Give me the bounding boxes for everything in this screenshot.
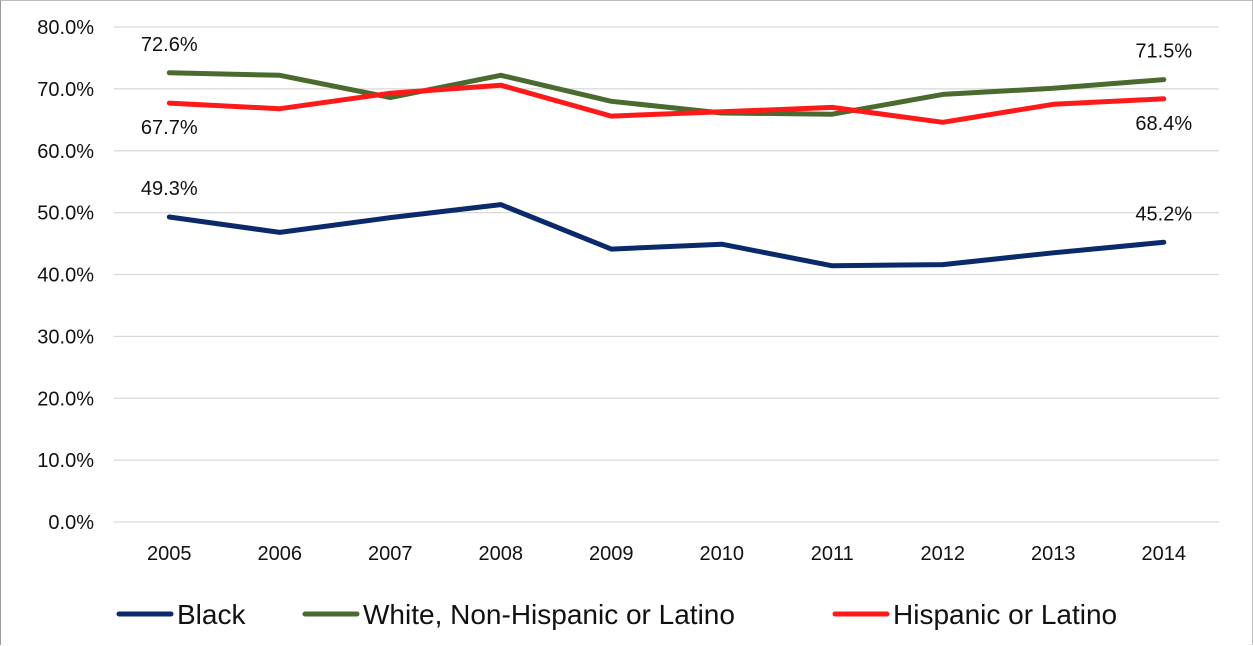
- x-tick-label: 2007: [368, 543, 413, 565]
- x-tick-label: 2012: [921, 543, 966, 565]
- data-point: [609, 114, 614, 119]
- data-point: [609, 99, 614, 104]
- x-tick-label: 2014: [1142, 543, 1187, 565]
- data-point: [388, 91, 393, 96]
- y-tick-label: 10.0%: [37, 450, 94, 472]
- data-point: [1161, 240, 1166, 245]
- series-line-2: [166, 70, 1167, 117]
- data-point: [940, 92, 945, 97]
- data-point: [830, 263, 835, 268]
- data-point: [719, 109, 724, 114]
- legend: Black White, Non-Hispanic or Latino Hispan…: [116, 599, 1117, 630]
- data-point: [498, 202, 503, 207]
- data-point: [1051, 102, 1056, 107]
- x-tick-label: 2009: [589, 543, 634, 565]
- x-tick-label: 2006: [258, 543, 303, 565]
- y-tick-label: 30.0%: [37, 326, 94, 348]
- gridlines: [114, 26, 1219, 523]
- data-point: [167, 70, 172, 75]
- data-point: [277, 106, 282, 111]
- data-point: [830, 105, 835, 110]
- data-point: [940, 262, 945, 267]
- data-point: [277, 230, 282, 235]
- y-tick-label: 0.0%: [48, 512, 94, 534]
- legend-label: White, Non-Hispanic or Latino: [363, 599, 735, 630]
- x-tick-label: 2005: [147, 543, 192, 565]
- y-tick-label: 20.0%: [37, 388, 94, 410]
- data-point: [167, 214, 172, 219]
- legend-label: Hispanic or Latino: [893, 599, 1117, 630]
- x-tick-label: 2011: [811, 543, 854, 565]
- data-point: [498, 83, 503, 88]
- data-point: [940, 120, 945, 125]
- data-point: [1161, 77, 1166, 82]
- data-label: 72.6%: [141, 34, 198, 56]
- y-tick-label: 40.0%: [37, 265, 94, 287]
- data-point: [1051, 250, 1056, 255]
- series-lines: [166, 70, 1167, 269]
- data-label: 68.4%: [1135, 113, 1192, 135]
- y-tick-label: 50.0%: [37, 203, 94, 225]
- x-tick-label: 2010: [700, 543, 745, 565]
- y-axis-tick-labels: 0.0% 10.0% 20.0% 30.0% 40.0% 50.0% 60.0% 70.0% 8…: [37, 17, 94, 534]
- x-axis-tick-labels: 2005 2006 2007 2008 2009 2010 2011 2012 2013 2014: [147, 543, 1186, 565]
- series-line-3: [166, 82, 1167, 125]
- data-point: [830, 112, 835, 117]
- data-label: 45.2%: [1135, 203, 1192, 225]
- data-point: [719, 242, 724, 247]
- data-label: 67.7%: [141, 117, 198, 139]
- data-label: 71.5%: [1135, 41, 1192, 63]
- data-point: [1051, 86, 1056, 91]
- data-point: [498, 73, 503, 78]
- y-tick-label: 80.0%: [37, 17, 94, 39]
- data-point: [388, 215, 393, 220]
- data-point: [1161, 96, 1166, 101]
- legend-label: Black: [177, 599, 246, 630]
- y-tick-label: 70.0%: [37, 79, 94, 101]
- series-line-1: [166, 202, 1167, 269]
- data-label: 49.3%: [141, 178, 198, 200]
- x-tick-label: 2013: [1031, 543, 1076, 565]
- data-point: [277, 73, 282, 78]
- y-tick-label: 60.0%: [37, 141, 94, 163]
- data-labels: 72.6% 67.7% 49.3% 71.5% 68.4% 45.2%: [141, 34, 1192, 226]
- data-point: [167, 101, 172, 106]
- x-tick-label: 2008: [479, 543, 524, 565]
- data-point: [609, 247, 614, 252]
